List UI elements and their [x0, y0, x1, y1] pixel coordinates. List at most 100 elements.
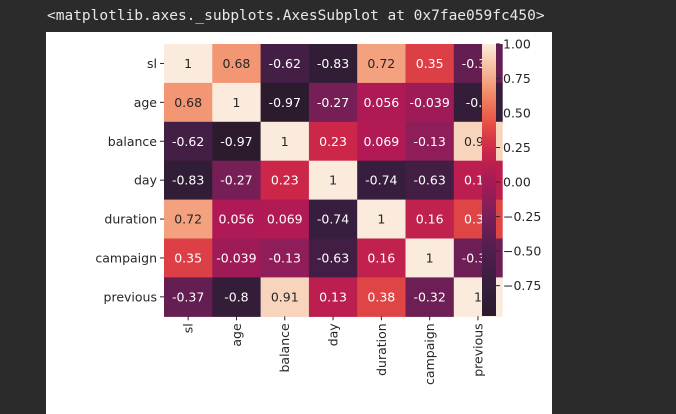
x-tick-label-balance: balance [277, 323, 292, 373]
colorbar-tick-label: 0.75 [503, 71, 531, 86]
heatmap-annotation: -0.32 [413, 289, 445, 304]
heatmap-annotation: -0.74 [317, 212, 349, 227]
x-tick-label-day: day [326, 323, 341, 347]
heatmap-cell-duration-day [308, 199, 358, 240]
heatmap-cell-balance-age [212, 121, 262, 162]
x-tick-label-duration: duration [374, 323, 389, 376]
heatmap-annotation: 0.16 [416, 212, 444, 227]
heatmap-annotation: 0.72 [367, 56, 395, 71]
heatmap-cell-balance-balance [260, 121, 310, 162]
heatmap-cell-campaign-day [308, 238, 358, 278]
x-tick-label-age: age [229, 323, 244, 347]
heatmap-cell-balance-duration [357, 121, 407, 162]
heatmap-annotation: -0.63 [317, 250, 349, 265]
heatmap-annotation: -0.13 [269, 250, 301, 265]
heatmap-annotation: -0.97 [220, 134, 252, 149]
heatmap-cell-campaign-duration [357, 238, 407, 278]
heatmap-cell-sl-duration [357, 44, 407, 84]
heatmap-annotation: -0.8 [224, 289, 248, 304]
y-tick-label-day: day [134, 173, 158, 188]
heatmap-annotation: 0.38 [367, 289, 395, 304]
heatmap-cell-day-balance [260, 160, 310, 201]
colorbar [482, 44, 496, 316]
heatmap-annotation: 1 [377, 212, 385, 227]
heatmap-cell-age-sl [164, 82, 213, 123]
heatmap-cell-previous-sl [164, 277, 213, 317]
heatmap-cell-balance-sl [164, 121, 213, 162]
heatmap-annotation: -0.97 [269, 95, 301, 110]
heatmap-annotation: -0.13 [413, 134, 445, 149]
heatmap-cell-sl-sl [164, 44, 213, 84]
colorbar-tick-label: 0.00 [503, 175, 531, 190]
heatmap-annotation: 0.056 [219, 212, 255, 227]
heatmap-cell-duration-duration [357, 199, 407, 240]
colorbar-tick-label: 0.50 [503, 106, 531, 121]
heatmap-annotation: 1 [329, 173, 337, 188]
x-tick-label-sl: sl [181, 323, 196, 333]
y-tick-label-duration: duration [104, 212, 157, 227]
heatmap-annotation: -0.62 [269, 56, 301, 71]
heatmap-cell-sl-day [308, 44, 358, 84]
heatmap-cell-day-sl [164, 160, 213, 201]
colorbar-tick-label: −0.50 [503, 244, 541, 259]
heatmap-annotation: -0.74 [365, 173, 397, 188]
heatmap-annotation: -0.83 [317, 56, 349, 71]
heatmap-annotation: -0.039 [216, 250, 256, 265]
heatmap-cell-duration-balance [260, 199, 310, 240]
y-tick-label-age: age [134, 95, 158, 110]
y-tick-label-balance: balance [108, 134, 158, 149]
colorbar-tick-label: 1.00 [503, 37, 531, 52]
heatmap-cell-duration-sl [164, 199, 213, 240]
heatmap-cell-campaign-campaign [405, 238, 455, 278]
heatmap-cell-age-day [308, 82, 358, 123]
heatmap-annotation: -0.27 [317, 95, 349, 110]
heatmap-cell-day-age [212, 160, 262, 201]
heatmap-cell-previous-age [212, 277, 262, 317]
x-tick-label-campaign: campaign [422, 323, 437, 385]
heatmap-cell-age-duration [357, 82, 407, 123]
heatmap-cell-day-duration [357, 160, 407, 201]
heatmap-cell-previous-campaign [405, 277, 455, 317]
heatmap-annotation: 0.16 [367, 250, 395, 265]
heatmap-cell-age-balance [260, 82, 310, 123]
heatmap-cell-duration-campaign [405, 199, 455, 240]
heatmap-annotation: 0.35 [174, 250, 202, 265]
heatmap-cell-balance-campaign [405, 121, 455, 162]
heatmap-cell-previous-duration [357, 277, 407, 317]
heatmap-annotation: 0.23 [271, 173, 299, 188]
heatmap-annotation: -0.83 [172, 173, 204, 188]
heatmap-cell-previous-balance [260, 277, 310, 317]
heatmap-cell-campaign-age [212, 238, 262, 278]
heatmap-figure: 1 0.68 -0.62 -0.83 0.72 0.35 -0.37 0.68 1 -0.97 -0… [46, 32, 552, 414]
heatmap-annotation: 1 [281, 134, 289, 149]
heatmap-cell-sl-balance [260, 44, 310, 84]
y-tick-label-sl: sl [147, 56, 157, 71]
heatmap-annotation: -0.039 [410, 95, 450, 110]
heatmap-annotation: 0.069 [363, 134, 399, 149]
x-tick-label-previous: previous [470, 323, 485, 376]
heatmap-annotation: 1 [426, 250, 434, 265]
heatmap-annotation: 0.069 [267, 212, 303, 227]
heatmap-cell-campaign-sl [164, 238, 213, 278]
heatmap-annotation: 0.91 [271, 289, 299, 304]
heatmap-annotation: 0.056 [363, 95, 399, 110]
heatmap-cell-sl-campaign [405, 44, 455, 84]
heatmap-cell-age-age [212, 82, 262, 123]
heatmap-cell-previous-day [308, 277, 358, 317]
y-tick-label-previous: previous [104, 289, 157, 304]
heatmap-cell-campaign-balance [260, 238, 310, 278]
heatmap-annotation: -0.62 [172, 134, 204, 149]
heatmap-annotation: 0.72 [174, 212, 202, 227]
correlation-heatmap: 1 0.68 -0.62 -0.83 0.72 0.35 -0.37 0.68 1 -0.97 -0… [95, 37, 541, 385]
heatmap-cell-age-campaign [405, 82, 455, 123]
heatmap-cell-day-campaign [405, 160, 455, 201]
heatmap-cell-balance-day [308, 121, 358, 162]
heatmap-annotation: 1 [184, 56, 192, 71]
heatmap-annotation: -0.37 [172, 289, 204, 304]
heatmap-annotation: 0.68 [223, 56, 251, 71]
heatmap-annotation: 1 [474, 289, 482, 304]
colorbar-tick-label: −0.25 [503, 209, 541, 224]
heatmap-annotation: 0.13 [319, 289, 347, 304]
colorbar-tick-label: 0.25 [503, 140, 531, 155]
heatmap-annotation: 1 [232, 95, 240, 110]
